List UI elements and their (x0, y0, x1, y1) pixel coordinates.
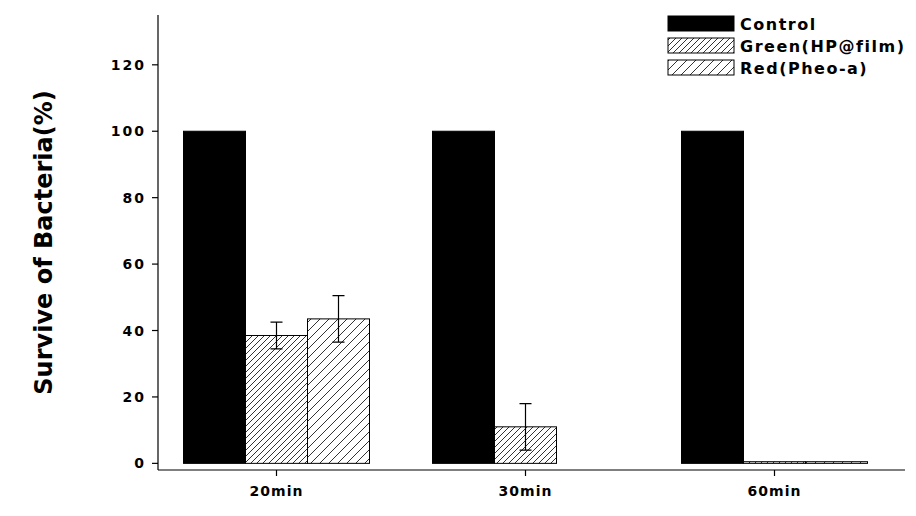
y-tick-label: 0 (134, 455, 146, 471)
error-bar (333, 296, 345, 342)
bar (744, 462, 806, 464)
bar (184, 131, 246, 463)
y-tick (152, 396, 158, 397)
error-bars (271, 296, 532, 450)
y-tick-label: 20 (123, 389, 146, 405)
y-tick (152, 197, 158, 198)
legend-swatch (668, 16, 734, 31)
legend-swatch (668, 60, 734, 75)
legend-label: Green(HP@film) (740, 37, 905, 56)
y-tick (152, 131, 158, 132)
error-bar (520, 404, 532, 450)
x-axis (158, 469, 905, 470)
y-tick (152, 463, 158, 464)
y-tick-label: 60 (123, 256, 146, 272)
y-tick (152, 330, 158, 331)
y-tick (152, 64, 158, 65)
bars (184, 131, 868, 463)
legend-swatch (668, 38, 734, 53)
x-tick-label: 60min (748, 483, 802, 499)
x-tick-label: 20min (250, 483, 304, 499)
y-tick (152, 263, 158, 264)
bar (246, 335, 308, 463)
bar (433, 131, 495, 463)
x-tick (276, 470, 277, 476)
y-tick-label: 120 (111, 57, 146, 73)
y-tick-label: 40 (123, 323, 146, 339)
legend-label: Control (740, 15, 817, 34)
y-tick-label: 80 (123, 190, 146, 206)
bar (557, 463, 619, 464)
bar (806, 462, 868, 464)
y-tick-label: 100 (111, 123, 146, 139)
bar (682, 131, 744, 463)
error-bar (271, 322, 283, 349)
legend-label: Red(Pheo-a) (740, 59, 868, 78)
x-tick (774, 470, 775, 476)
x-tick (525, 470, 526, 476)
y-axis-label: Survive of Bacteria(%) (30, 90, 58, 394)
chart: 0 20 40 60 80 100 120 20min 30min 60min Survive of… (0, 0, 916, 516)
x-tick-label: 30min (499, 483, 553, 499)
y-axis (157, 15, 158, 470)
